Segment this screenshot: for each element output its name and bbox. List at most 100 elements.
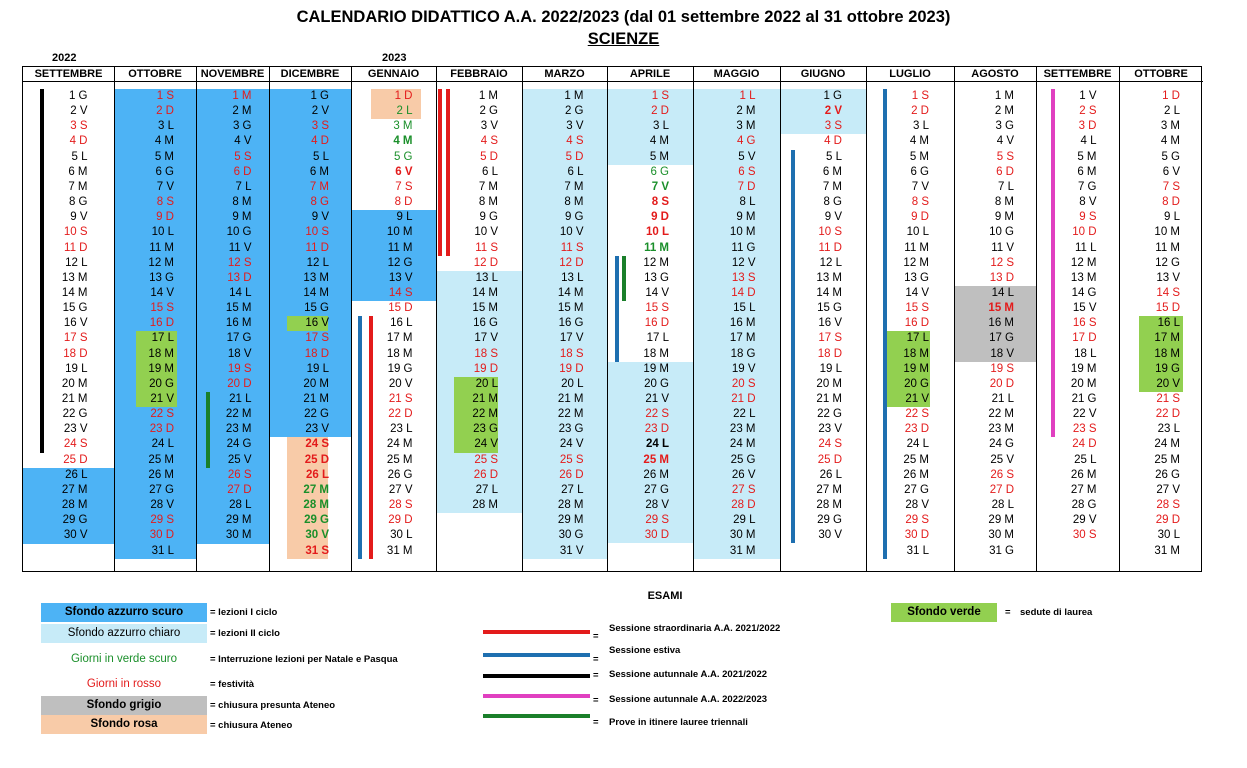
day-cell: 24 M	[386, 438, 413, 451]
day-cell: 17 V	[474, 332, 498, 345]
day-cell: 8 G	[68, 196, 88, 209]
day-cell: 25 M	[148, 453, 174, 466]
exam-session-bar	[206, 392, 210, 468]
exam-session-bar	[791, 149, 795, 544]
day-cell: 10 M	[1154, 226, 1180, 239]
day-cell: 15 D	[388, 302, 413, 315]
day-cell: 21 M	[472, 393, 498, 405]
day-cell: 19 M	[148, 362, 174, 375]
day-cell: 5 D	[565, 150, 584, 163]
day-cell: 28 L	[991, 499, 1014, 512]
exams-title: ESAMI	[647, 590, 683, 602]
day-cell: 6 D	[233, 165, 252, 178]
exam-session-bar	[622, 255, 626, 302]
day-cell: 23 G	[558, 423, 584, 436]
day-cell: 28 M	[61, 499, 88, 512]
day-cell: 11 M	[387, 241, 413, 254]
day-cell: 25 D	[63, 453, 88, 466]
day-cell: 2 V	[311, 105, 329, 118]
day-cell: 27 V	[1156, 483, 1180, 496]
day-cell: 20 G	[644, 377, 669, 390]
day-cell: 28 S	[388, 499, 413, 512]
day-cell: 7 M	[564, 180, 584, 193]
day-cell: 22 G	[304, 408, 329, 421]
day-cell: 17 L	[151, 332, 174, 345]
shaded-range	[886, 331, 930, 408]
shaded-range	[287, 437, 328, 559]
day-cell: 1 S	[651, 90, 669, 102]
day-cell: 29 S	[645, 514, 669, 527]
day-cell: 6 V	[395, 165, 413, 178]
day-cell: 6 G	[155, 165, 174, 178]
session-black-eq: =	[593, 670, 599, 681]
day-cell: 12 V	[731, 256, 756, 269]
day-cell: 30 M	[225, 529, 252, 542]
session-red-eq: =	[593, 631, 599, 642]
day-cell: 5 G	[393, 150, 413, 163]
day-cell: 18 S	[474, 347, 498, 360]
day-cell: 11 D	[64, 241, 88, 254]
day-cell: 23 M	[729, 423, 756, 436]
day-cell: 14 D	[731, 286, 756, 299]
day-cell: 14 V	[645, 286, 669, 299]
day-cell: 30 V	[63, 529, 88, 542]
day-cell: 28 M	[816, 499, 842, 512]
day-cell: 26 M	[148, 468, 174, 481]
day-cell: 21 S	[1156, 393, 1180, 405]
day-cell: 19 V	[731, 362, 756, 375]
day-cell: 9 D	[651, 211, 669, 224]
session-magenta-label: Sessione autunnale A.A. 2022/2023	[609, 694, 768, 705]
day-cell: 29 M	[225, 514, 252, 527]
day-cell: 2 G	[564, 105, 584, 118]
day-cell: 2 L	[1164, 105, 1180, 118]
day-cell: 7 M	[68, 180, 88, 193]
legend-green-bg-label: sedute di laurea	[1020, 607, 1093, 618]
day-cell: 22 M	[225, 408, 252, 421]
day-cell: 7 M	[478, 180, 498, 193]
day-cell: 4 M	[1160, 135, 1180, 148]
day-cell: 6 L	[567, 165, 584, 178]
day-cell: 7 S	[1162, 180, 1180, 193]
day-cell: 23 M	[225, 423, 252, 436]
day-cell: 22 S	[150, 408, 174, 421]
day-cell: 4 S	[480, 135, 498, 148]
shaded-range	[351, 210, 436, 302]
day-cell: 16 V	[305, 317, 329, 330]
legend-green-bg-eq: =	[1005, 607, 1011, 618]
day-cell: 5 D	[480, 150, 498, 163]
day-cell: 21 D	[731, 393, 756, 405]
day-cell: 15 G	[62, 302, 88, 315]
day-cell: 11 M	[1155, 241, 1180, 254]
day-cell: 18 S	[559, 347, 584, 360]
day-cell: 26 V	[731, 468, 756, 481]
day-cell: 4 V	[234, 135, 252, 148]
day-cell: 22 G	[62, 408, 88, 421]
day-cell: 24 M	[1154, 438, 1180, 451]
day-cell: 10 M	[729, 226, 756, 239]
day-cell: 19 L	[306, 362, 329, 375]
day-cell: 13 D	[989, 271, 1014, 284]
day-cell: 7 V	[156, 180, 174, 193]
day-cell: 2 L	[396, 105, 413, 118]
day-cell: 25 D	[304, 453, 329, 466]
month-header: MARZO	[522, 67, 607, 82]
day-cell: 7 L	[235, 180, 252, 193]
day-cell: 2 D	[911, 105, 929, 118]
day-cell: 15 G	[304, 302, 329, 315]
day-cell: 18 V	[990, 347, 1014, 360]
day-cell: 12 D	[559, 256, 584, 269]
legend-grey-box: Sfondo grigio	[41, 696, 207, 715]
column-divider	[269, 67, 270, 571]
day-cell: 24 L	[645, 438, 669, 451]
day-cell: 26 L	[305, 468, 329, 481]
day-cell: 28 G	[1071, 499, 1097, 512]
day-cell: 13 L	[475, 271, 498, 284]
day-cell: 1 D	[1162, 90, 1180, 102]
month-header: APRILE	[607, 67, 693, 82]
day-cell: 14 L	[229, 286, 252, 299]
month-header: MAGGIO	[693, 67, 780, 82]
day-cell: 12 D	[473, 256, 498, 269]
day-cell: 4 M	[154, 135, 174, 148]
day-cell: 2 V	[70, 105, 88, 118]
day-cell: 15 M	[225, 302, 252, 315]
